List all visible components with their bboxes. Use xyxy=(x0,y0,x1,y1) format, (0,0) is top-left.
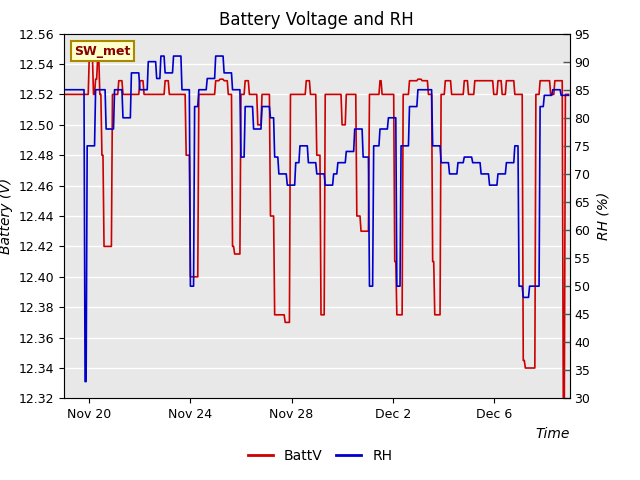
Legend: BattV, RH: BattV, RH xyxy=(242,443,398,468)
Y-axis label: RH (%): RH (%) xyxy=(596,192,610,240)
X-axis label: Time: Time xyxy=(535,427,570,441)
Y-axis label: Battery (V): Battery (V) xyxy=(0,178,13,254)
Title: Battery Voltage and RH: Battery Voltage and RH xyxy=(220,11,414,29)
Text: SW_met: SW_met xyxy=(74,45,131,58)
